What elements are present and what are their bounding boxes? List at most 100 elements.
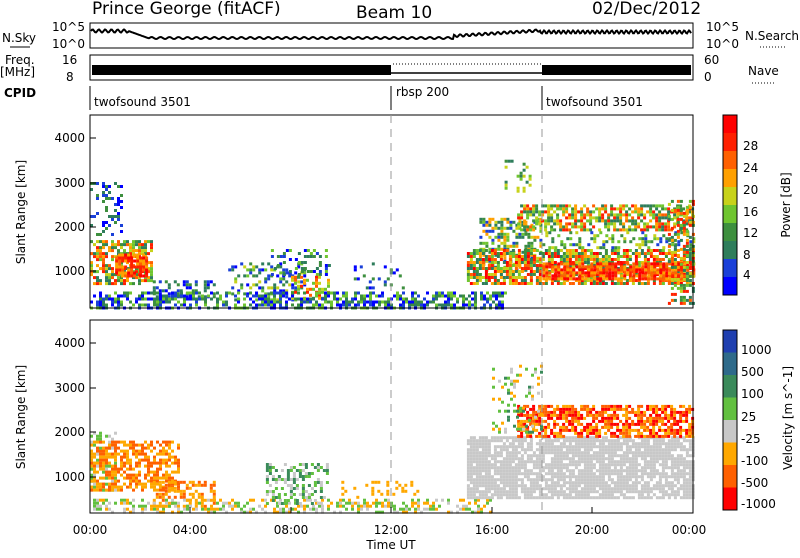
data-cell-6 [297,288,300,291]
data-cell-7 [252,295,255,298]
data-cell-2 [136,257,139,260]
data-cell-1 [117,453,120,456]
data-cell-1 [144,243,147,246]
data-cell-11 [599,271,602,274]
data-cell-7 [153,301,156,304]
data-cell-6 [294,291,297,294]
data-cell-12 [553,204,556,207]
data-cell-5 [587,448,590,451]
data-cell-10 [503,282,506,285]
data-cell-11 [674,271,677,274]
data-cell-11 [596,271,599,274]
data-cell-5 [662,496,665,499]
data-cell-10 [626,258,629,261]
data-cell-5 [515,475,518,478]
data-cell-4 [320,481,323,484]
data-cell-5 [515,484,518,487]
data-cell-4 [237,274,240,277]
data-cell-4 [246,283,249,286]
data-cell-10 [590,279,593,282]
data-cell-1 [138,279,141,282]
data-cell-1 [168,474,171,477]
data-cell-7 [225,295,228,298]
data-cell-5 [470,478,473,481]
data-cell-3 [348,502,351,505]
data-cell-11 [623,265,626,268]
data-cell-7 [357,301,360,304]
data-cell-5 [479,460,482,463]
data-cell-10 [485,279,488,282]
data-cell-12 [625,210,628,213]
data-cell-4 [287,499,290,502]
data-cell-11 [641,274,644,277]
data-cell-6 [321,288,324,291]
data-cell-5 [533,481,536,484]
data-cell-7 [474,304,477,307]
data-cell-5 [536,487,539,490]
data-cell-0 [99,435,102,438]
data-cell-1 [99,267,102,270]
data-cell-12 [544,225,547,228]
data-cell-7 [360,295,363,298]
data-cell-1 [168,441,171,444]
data-cell-1 [111,465,114,468]
data-cell-5 [542,457,545,460]
data-cell-5 [560,475,563,478]
data-cell-1 [132,249,135,252]
data-cell-14 [668,245,671,248]
data-cell-5 [632,445,635,448]
data-cell-5 [569,469,572,472]
data-cell-1 [111,471,114,474]
data-cell-3 [357,502,360,505]
data-cell-7 [441,295,444,298]
data-cell-5 [527,472,530,475]
data-cell-10 [518,270,521,273]
data-cell-0 [108,191,111,194]
data-cell-11 [665,262,668,265]
data-cell-5 [512,466,515,469]
data-cell-0 [114,215,117,218]
data-cell-5 [674,463,677,466]
data-cell-5 [602,448,605,451]
data-cell-5 [572,484,575,487]
data-cell-13 [575,243,578,246]
data-cell-10 [650,249,653,252]
data-cell-1 [102,246,105,249]
data-cell-5 [671,445,674,448]
data-cell-5 [650,463,653,466]
data-cell-5 [527,445,530,448]
data-cell-12 [547,213,550,216]
data-cell-5 [482,490,485,493]
data-cell-4 [317,463,320,466]
data-cell-10 [560,249,563,252]
data-cell-7 [498,295,501,298]
data-cell-5 [554,484,557,487]
data-cell-10 [575,249,578,252]
data-cell-15 [520,172,523,175]
data-cell-14 [671,293,674,296]
data-cell-1 [99,453,102,456]
data-cell-7 [126,295,129,298]
data-cell-5 [641,493,644,496]
data-cell-7 [486,301,489,304]
data-cell-1 [111,489,114,492]
data-cell-7 [363,304,366,307]
data-cell-3 [357,508,360,511]
data-cell-12 [637,213,640,216]
data-cell-5 [476,463,479,466]
data-cell-12 [589,219,592,222]
data-cell-4 [272,496,275,499]
data-cell-5 [578,451,581,454]
data-cell-3 [156,505,159,508]
data-cell-11 [557,262,560,265]
data-cell-7 [117,301,120,304]
data-cell-5 [581,490,584,493]
data-cell-5 [632,439,635,442]
data-cell-5 [506,469,509,472]
data-cell-7 [129,292,132,295]
data-cell-7 [216,304,219,307]
data-cell-5 [611,460,614,463]
data-cell-12 [547,216,550,219]
data-cell-2 [145,275,148,278]
